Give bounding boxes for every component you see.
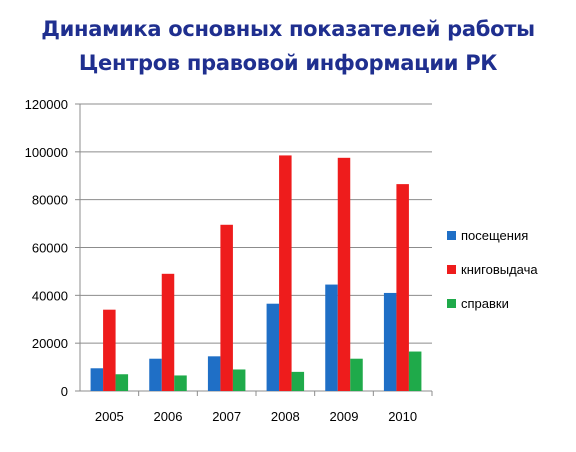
y-tick-label: 20000 (32, 336, 68, 351)
bar-книговыдача-2010 (396, 184, 409, 391)
y-tick-label: 0 (61, 384, 68, 399)
bar-книговыдача-2005 (103, 309, 116, 391)
bar-посещения-2009 (325, 284, 338, 391)
bar-книговыдача-2007 (220, 224, 233, 391)
bar-справки-2010 (408, 351, 422, 391)
y-tick-label: 40000 (32, 288, 68, 303)
legend-swatch-справки (447, 299, 456, 308)
axes (75, 103, 433, 396)
y-tick-label: 60000 (32, 241, 68, 256)
bar-книговыдача-2008 (279, 155, 292, 391)
bar-посещения-2007 (207, 356, 221, 391)
bar-справки-2007 (232, 369, 246, 391)
chart-title: Динамика основных показателей работы Цен… (0, 12, 576, 80)
bar-посещения-2010 (383, 292, 397, 391)
x-tick-label: 2009 (330, 409, 359, 424)
x-tick-label: 2006 (154, 409, 183, 424)
legend-swatch-посещения (447, 231, 456, 240)
x-tick-label: 2007 (212, 409, 241, 424)
x-tick-label: 2010 (388, 409, 417, 424)
legend-label: посещения (461, 228, 528, 243)
bar-справки-2005 (115, 374, 129, 391)
x-tick-label: 2005 (95, 409, 124, 424)
legend-swatch-книговыдача (447, 265, 456, 274)
grid-lines (80, 103, 432, 344)
bars (90, 155, 422, 391)
legend-label: справки (461, 296, 509, 311)
bar-посещения-2008 (266, 303, 280, 391)
chart-title-line-1: Динамика основных показателей работы (41, 17, 535, 41)
legend: посещения книговыдача справки (447, 228, 538, 311)
legend-label: книговыдача (461, 262, 538, 277)
x-tick-label: 2008 (271, 409, 300, 424)
bar-справки-2009 (350, 358, 363, 391)
bar-посещения-2006 (149, 358, 162, 391)
bar-посещения-2005 (90, 368, 104, 391)
chart-title-line-2: Центров правовой информации РК (78, 51, 498, 75)
x-axis-tick-labels: 2005 2006 2007 2008 2009 2010 (95, 409, 417, 424)
bar-справки-2006 (174, 375, 187, 391)
bar-книговыдача-2006 (161, 273, 175, 391)
bar-книговыдача-2009 (337, 157, 351, 391)
y-tick-label: 80000 (32, 193, 68, 208)
y-axis-tick-labels: 0 20000 40000 60000 80000 100000 120000 (25, 97, 68, 399)
bar-справки-2008 (291, 371, 305, 391)
y-tick-label: 120000 (25, 97, 68, 112)
y-tick-label: 100000 (25, 145, 68, 160)
